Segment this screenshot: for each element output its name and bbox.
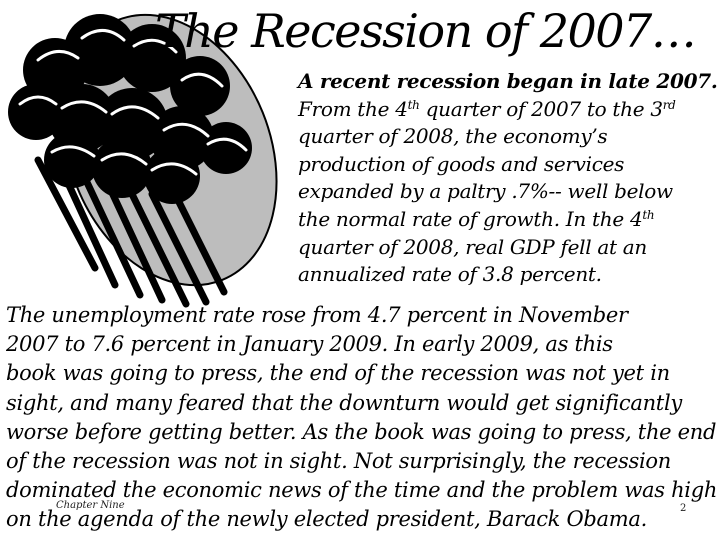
footer-chapter-label: Chapter Nine — [56, 500, 125, 511]
body-line: 2007 to 7.6 percent in January 2009. In … — [6, 332, 613, 357]
intro-line: production of goods and services — [298, 151, 625, 176]
body-line: worse before getting better. As the book… — [6, 419, 717, 444]
body-line: The unemployment rate rose from 4.7 perc… — [6, 303, 628, 327]
body-line: sight, and many feared that the downturn… — [6, 390, 682, 415]
intro-line: quarter of 2008, real GDP fell at an — [298, 234, 647, 259]
body-line: of the recession was not in sight. Not s… — [6, 449, 671, 474]
intro-paragraph: A recent recession began in late 2007. F… — [298, 68, 718, 289]
page-number: 2 — [680, 503, 687, 514]
body-line: on the agenda of the newly elected presi… — [6, 507, 647, 532]
intro-line: quarter of 2008, the economy’s — [298, 124, 608, 149]
storm-cloud-rain-icon — [8, 13, 278, 308]
intro-lead-line: A recent recession began in late 2007. — [298, 69, 718, 93]
slide-title: The Recession of 2007… — [155, 4, 697, 58]
intro-line: the normal rate of growth. In the 4th — [298, 206, 655, 231]
intro-line: expanded by a paltry .7%-- well below — [298, 179, 673, 204]
body-paragraph: The unemployment rate rose from 4.7 perc… — [6, 301, 718, 535]
body-line: book was going to press, the end of the … — [6, 361, 670, 386]
intro-line: annualized rate of 3.8 percent. — [298, 262, 602, 287]
intro-line: From the 4th quarter of 2007 to the 3rd — [298, 96, 676, 121]
body-line: dominated the economic news of the time … — [6, 478, 718, 503]
